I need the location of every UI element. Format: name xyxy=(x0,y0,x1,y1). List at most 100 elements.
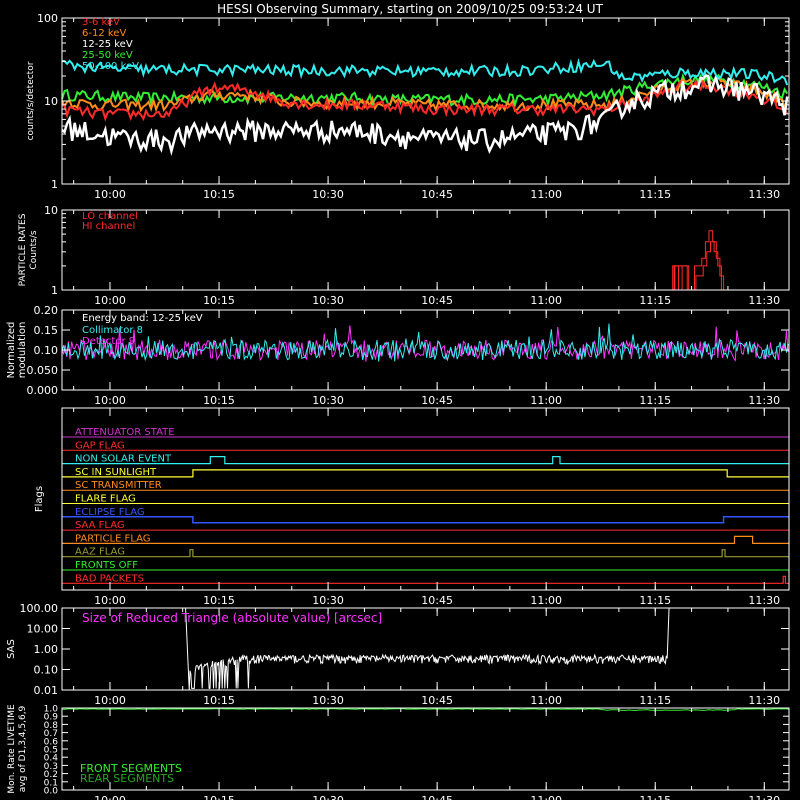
live-ytick-label: 1.0 xyxy=(44,705,59,715)
flag-label: SC IN SUNLIGHT xyxy=(75,467,157,478)
rates-legend-item: 50-100 keV xyxy=(82,61,139,72)
sas-panel: 10:00 10:15 10:30 10:45 11:00 11:15 11:30 0.01 0… xyxy=(6,602,790,707)
live-xtick-label: 10:45 xyxy=(421,794,453,800)
flag-label: ATTENUATOR STATE xyxy=(75,427,175,438)
mod-xtick-label: 11:00 xyxy=(530,394,562,407)
particle-rates-panel: 10:00 10:15 10:30 10:45 11:00 11:15 11:30 1 10 PA… xyxy=(18,204,790,307)
flag-label: SC TRANSMITTER xyxy=(75,480,162,491)
flags-xtick-label: 10:30 xyxy=(312,594,344,607)
particle-ytick-label: 10 xyxy=(44,204,58,217)
mod-xtick-label: 11:15 xyxy=(639,394,671,407)
flag-trace-eclipse xyxy=(62,516,789,524)
live-ytick-label: 0.9 xyxy=(44,713,59,723)
mod-ytick-label: 0.10 xyxy=(34,344,59,357)
live-xtick-label: 11:00 xyxy=(530,794,562,800)
live-xtick-label: 11:15 xyxy=(639,794,671,800)
rates-ylabel: counts/s/detector xyxy=(26,61,36,140)
flags-panel: ATTENUATOR STATE GAP FLAG NON SOLAR EVENT S… xyxy=(34,407,790,607)
mod-xtick-label: 10:30 xyxy=(312,394,344,407)
live-ytick-label: 0.8 xyxy=(44,721,59,731)
sas-xtick-label: 10:30 xyxy=(312,694,344,707)
flags-xtick-label: 10:00 xyxy=(94,594,126,607)
rates-legend-item: 25-50 keV xyxy=(82,50,133,61)
modulation-panel: 10:00 10:15 10:30 10:45 11:00 11:15 11:30 0.000… xyxy=(6,304,790,407)
mod-legend-item: Collimator 8 xyxy=(82,325,143,336)
particle-bg xyxy=(62,210,789,290)
live-ytick-label: 0.4 xyxy=(44,754,59,764)
particle-series-0 xyxy=(665,230,725,291)
rates-legend-item: 3-6 keV xyxy=(82,17,120,28)
flag-trace-9 xyxy=(62,549,789,558)
mod-xtick-label: 11:30 xyxy=(748,394,780,407)
sas-xtick-label: 11:30 xyxy=(748,694,780,707)
flags-ylabel: Flags xyxy=(34,486,45,512)
live-xtick-label: 11:30 xyxy=(748,794,780,800)
live-ytick-label: 0.7 xyxy=(44,729,58,739)
mod-xtick-label: 10:00 xyxy=(94,394,126,407)
live-xtick-label: 10:15 xyxy=(203,794,235,800)
mod-ylabel-1: Normalized xyxy=(6,322,17,379)
live-ytick-label: 0.0 xyxy=(44,787,59,797)
mod-xtick-label: 10:15 xyxy=(203,394,235,407)
live-ytick-label: 0.1 xyxy=(44,778,58,788)
rates-panel: 10:00 10:15 10:30 10:45 11:00 11:15 11:30 1 10 10… xyxy=(26,12,790,201)
livetime-panel: 10:0010:1510:3010:4511:0011:1511:300.00.… xyxy=(7,704,790,800)
sas-ytick-label: 1.00 xyxy=(34,643,59,656)
particle-ylabel-1: PARTICLE RATES xyxy=(18,213,28,286)
flag-label: AAZ FLAG xyxy=(75,547,125,558)
flag-trace-2 xyxy=(62,456,789,465)
live-xtick-label: 10:30 xyxy=(312,794,344,800)
flag-label: FRONTS OFF xyxy=(75,560,138,571)
live-ylabel-1: Mon. Rate LIVETIME xyxy=(7,704,17,794)
particle-series-1 xyxy=(666,241,725,291)
flag-label: NON SOLAR EVENT xyxy=(75,454,172,465)
sas-xtick-label: 10:00 xyxy=(94,694,126,707)
rates-legend-item: 12-25 keV xyxy=(82,39,133,50)
mod-ylabel-2: modulation xyxy=(17,322,28,379)
particle-xtick-label: 10:30 xyxy=(312,294,344,307)
flag-label: BAD PACKETS xyxy=(75,573,144,584)
sas-annotation: Size of Reduced Triangle (absolute value… xyxy=(82,611,382,625)
rates-xtick-label: 11:30 xyxy=(748,188,780,201)
flags-xtick-label: 11:15 xyxy=(639,594,671,607)
sas-ytick-label: 0.10 xyxy=(34,664,59,677)
mod-ytick-label: 0.20 xyxy=(34,304,59,317)
live-bg xyxy=(62,708,789,790)
rates-series-12-25-keV xyxy=(61,72,789,156)
flags-bg xyxy=(62,408,789,590)
live-ytick-label: 0.6 xyxy=(44,737,59,747)
live-legend-item: REAR SEGMENTS xyxy=(80,772,174,785)
flag-trace-3 xyxy=(62,469,789,478)
rates-ytick-label: 10 xyxy=(44,95,58,108)
flag-label: GAP FLAG xyxy=(75,440,125,451)
sas-series xyxy=(185,607,670,691)
rates-xtick-label: 10:30 xyxy=(312,188,344,201)
mod-xtick-label: 10:45 xyxy=(421,394,453,407)
rates-xtick-label: 11:15 xyxy=(639,188,671,201)
flag-label: ECLIPSE FLAG xyxy=(75,507,145,518)
live-xtick-label: 10:00 xyxy=(94,794,126,800)
sas-xtick-label: 10:15 xyxy=(203,694,235,707)
particle-legend-item: LO channel xyxy=(82,211,138,222)
particle-ytick-label: 1 xyxy=(51,284,58,297)
rates-ytick-label: 100 xyxy=(37,12,58,25)
sas-xtick-label: 11:00 xyxy=(530,694,562,707)
sas-ytick-label: 10.00 xyxy=(27,623,59,636)
particle-xtick-label: 11:15 xyxy=(639,294,671,307)
rates-xtick-label: 10:15 xyxy=(203,188,235,201)
figure-title: HESSI Observing Summary, starting on 200… xyxy=(217,2,603,16)
mod-ytick-label: 0.15 xyxy=(34,324,59,337)
flags-xtick-label: 10:15 xyxy=(203,594,235,607)
flags-xtick-label: 10:45 xyxy=(421,594,453,607)
particle-xtick-label: 11:30 xyxy=(748,294,780,307)
mod-ytick-label: 0.000 xyxy=(27,384,59,397)
mod-series-0 xyxy=(61,325,789,362)
particle-xtick-label: 10:45 xyxy=(421,294,453,307)
live-legend-item: FRONT SEGMENTS xyxy=(80,762,182,775)
particle-ylabel-2: Counts/s xyxy=(29,230,39,269)
rates-ytick-label: 1 xyxy=(51,178,58,191)
flag-label: FLARE FLAG xyxy=(75,494,136,505)
sas-xtick-label: 10:45 xyxy=(421,694,453,707)
flag-label: PARTICLE FLAG xyxy=(75,533,151,544)
